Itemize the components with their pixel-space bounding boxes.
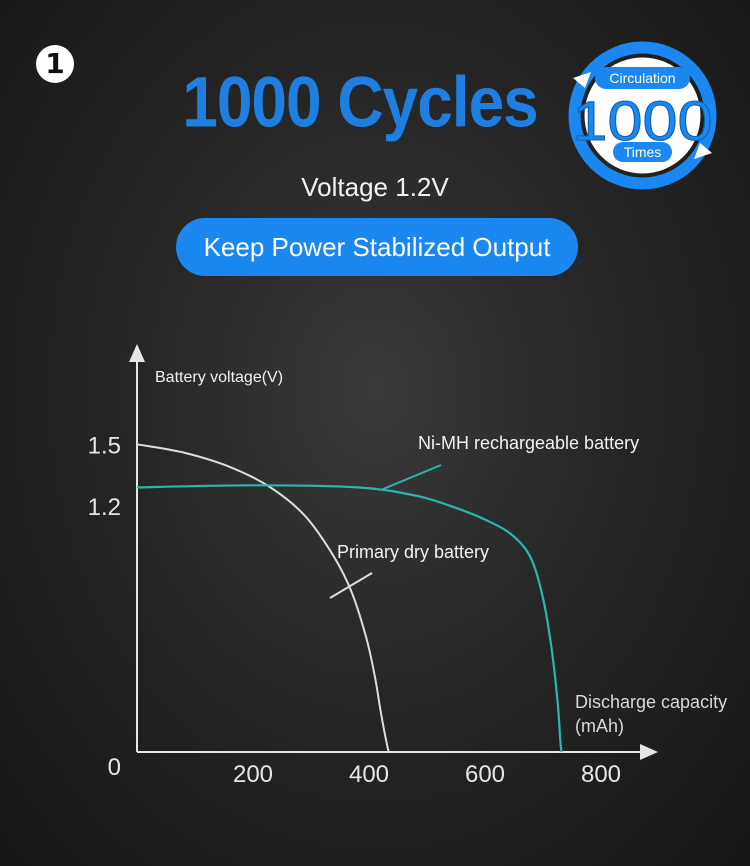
y-tick-label: 0 [108, 754, 121, 781]
y-axis-label: Battery voltage(V) [155, 369, 283, 386]
series-line-primary-dry-battery [136, 443, 390, 753]
y-tick-label: 1.5 [88, 432, 121, 459]
x-tick-labels: 200 400 600 800 [233, 761, 621, 788]
x-axis-label: Discharge capacity [575, 692, 727, 712]
dry-label-leader [329, 572, 373, 599]
seal-ring [568, 41, 717, 190]
series-label-dry: Primary dry battery [337, 542, 489, 562]
seal-bottom-text: Times [624, 144, 662, 160]
x-tick-label: 800 [581, 761, 621, 788]
x-tick-label: 400 [349, 761, 389, 788]
series-line-nimh-battery [136, 484, 563, 753]
feature-pill: Keep Power Stabilized Output [176, 218, 578, 276]
seal-top-text: Circulation [609, 70, 675, 86]
seal-number: 1000 [573, 89, 713, 152]
y-tick-labels: 0 1.2 1.5 [88, 432, 121, 781]
circulation-seal: Circulation 1000 Times [568, 41, 717, 190]
x-tick-label: 200 [233, 761, 273, 788]
series-label-nimh: Ni-MH rechargeable battery [418, 433, 639, 453]
voltage-subtitle: Voltage 1.2V [301, 172, 449, 202]
step-number-badge: 1 [36, 45, 74, 83]
seal-arrow-icon [694, 143, 712, 159]
discharge-chart: Battery voltage(V) Discharge capacity (m… [88, 344, 727, 788]
nimh-label-leader [380, 464, 442, 491]
seal-top-ribbon [595, 67, 690, 89]
page-title: 1000 Cycles [182, 61, 539, 143]
seal-arrow-icon [573, 72, 591, 88]
seal-bottom-ribbon [613, 142, 672, 162]
y-tick-label: 1.2 [88, 494, 121, 521]
x-axis-unit: (mAh) [575, 716, 624, 736]
x-tick-label: 600 [465, 761, 505, 788]
